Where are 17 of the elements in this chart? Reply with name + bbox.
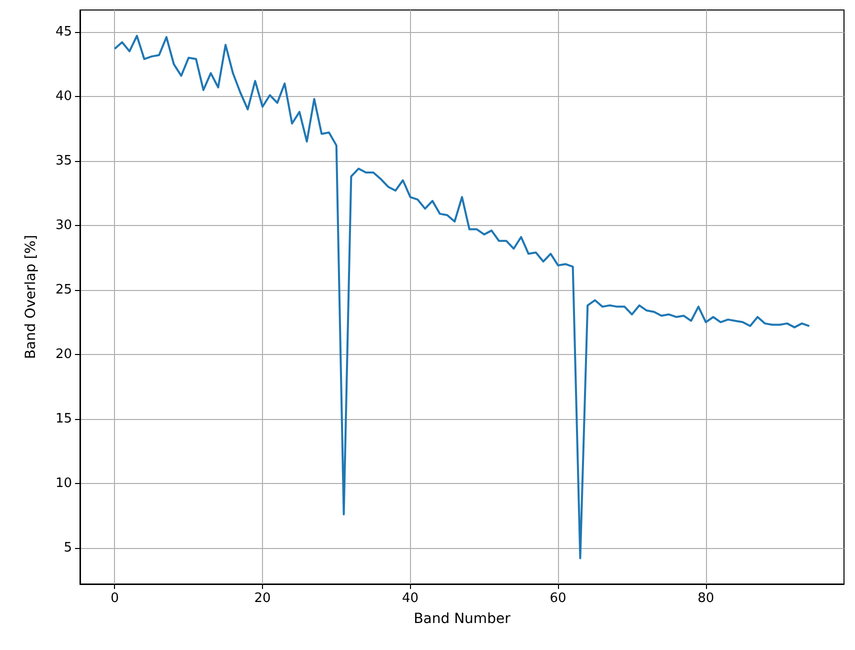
x-tick-label: 40 [402,591,419,606]
y-tick-label: 40 [55,88,72,104]
y-tick-label: 30 [55,218,72,233]
y-tick-label: 20 [55,346,72,362]
x-tick-label: 0 [110,591,119,606]
x-axis-title: Band Number [414,611,511,627]
y-tick-label: 5 [64,540,72,556]
x-tick-label: 80 [698,591,714,606]
y-axis-title: Band Overlap [%] [23,234,39,360]
y-tick-label: 15 [55,411,72,426]
y-tick-label: 45 [55,24,72,40]
y-tick-label: 35 [55,153,72,168]
y-tick-label: 25 [55,282,72,298]
x-tick-label: 20 [254,591,271,606]
y-tick-label: 10 [55,476,72,491]
line-series [114,34,810,560]
x-tick-label: 60 [550,591,566,606]
